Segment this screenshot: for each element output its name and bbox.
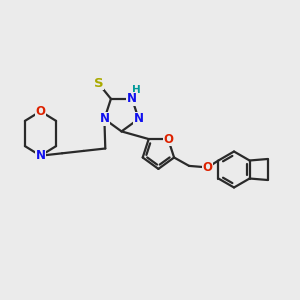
Text: N: N [35,149,46,162]
Text: O: O [35,105,46,118]
Text: O: O [163,133,173,146]
Text: H: H [132,85,141,95]
Text: O: O [203,161,213,174]
Text: S: S [94,77,103,90]
Text: N: N [99,112,110,125]
Text: N: N [134,112,144,125]
Text: N: N [127,92,137,105]
